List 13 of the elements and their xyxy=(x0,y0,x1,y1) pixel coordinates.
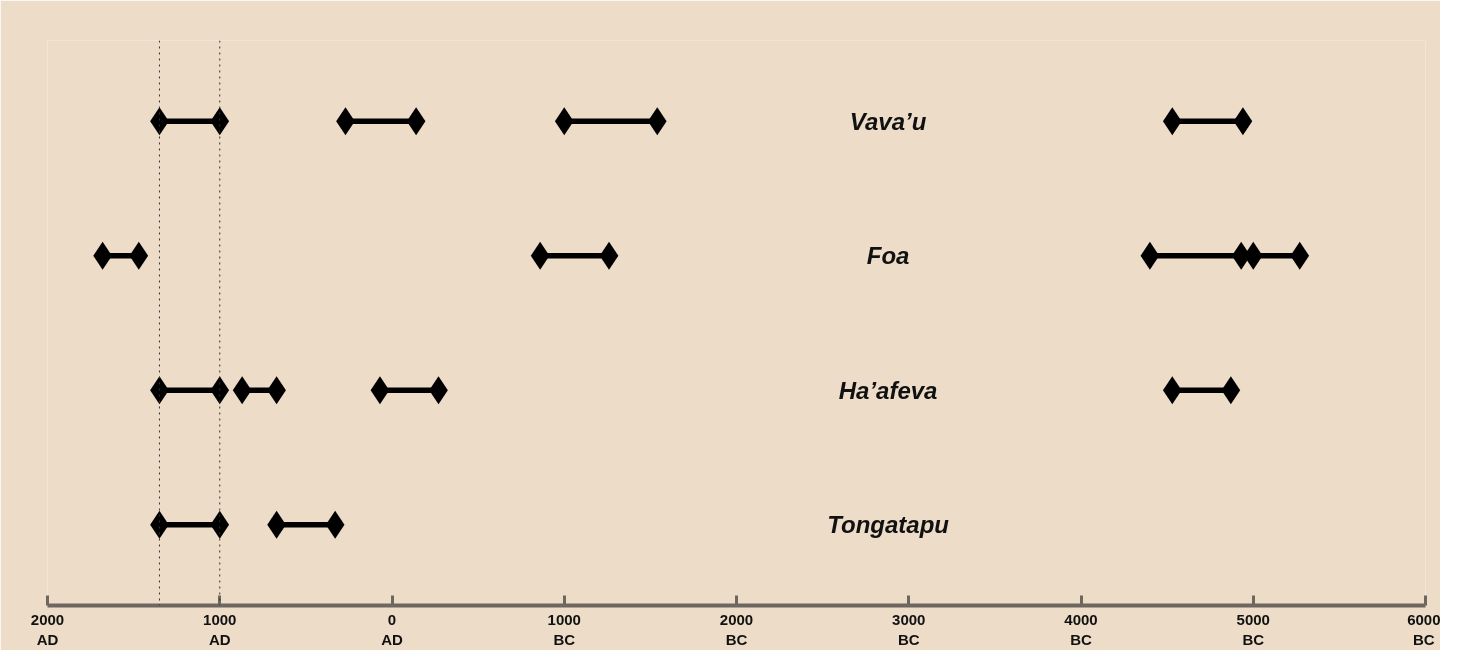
x-tick-label: 6000 BC xyxy=(1407,610,1441,648)
x-tick-label: 0 AD xyxy=(381,610,403,648)
x-tick-label: 2000 BC xyxy=(719,610,754,648)
x-tick-label: 1000 BC xyxy=(547,610,581,648)
x-tick-label: 1000 AD xyxy=(203,610,237,648)
x-tick-label: 3000 BC xyxy=(892,610,926,648)
y-tick-label: Tongatapu xyxy=(827,511,950,539)
x-tick-label: 4000 BC xyxy=(1064,610,1098,648)
x-tick-label: 5000 BC xyxy=(1236,610,1270,648)
y-tick-label: Vava’u xyxy=(849,107,927,135)
y-tick-label: Ha’afeva xyxy=(838,376,938,404)
y-tick-label: Foa xyxy=(866,242,910,270)
x-tick-label: 2000 AD xyxy=(30,610,65,648)
